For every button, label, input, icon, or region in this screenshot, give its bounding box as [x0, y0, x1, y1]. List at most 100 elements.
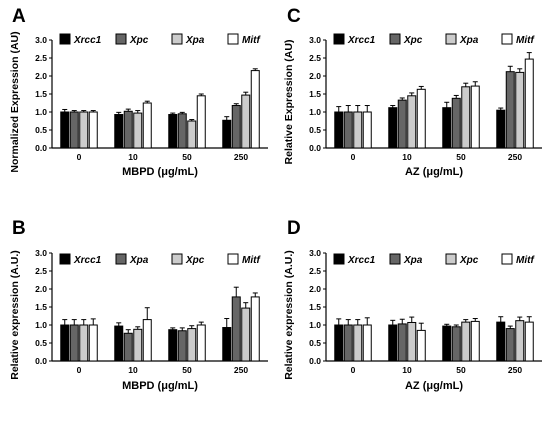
- legend-label-mitf: Mitf: [516, 255, 535, 266]
- y-tick-label: 0.5: [309, 125, 321, 135]
- y-tick-label: 1.0: [35, 107, 47, 117]
- x-tick-label: 250: [234, 365, 248, 375]
- legend-label-xpc: Xpc: [459, 255, 479, 266]
- bar-xpc-0: [353, 324, 363, 362]
- bar-mitf-250: [524, 321, 534, 362]
- legend-swatch-xpc: [171, 253, 183, 265]
- bar-xpc-250: [241, 307, 251, 362]
- y-tick-label: 0.0: [309, 356, 321, 366]
- y-tick-label: 0.5: [309, 338, 321, 348]
- bar-xpa-50: [461, 86, 471, 149]
- bar-mitf-0: [362, 324, 372, 362]
- bar-xpc-50: [187, 328, 197, 362]
- panel-a: A 0.0 0.5 1.0 1.5 2.0 2.5 3.0 Normalized Express…: [9, 6, 268, 178]
- bar-mitf-10: [142, 319, 152, 362]
- bar-xrcc1-10: [114, 325, 124, 362]
- bar-xpa-250: [505, 328, 515, 362]
- panel-letter: D: [287, 218, 301, 239]
- legend-label-mitf: Mitf: [242, 255, 261, 266]
- bar-xpa-10: [123, 332, 133, 362]
- bar-xpc-250: [505, 71, 515, 149]
- legend-label-xpc: Xpc: [403, 35, 423, 46]
- x-axis-label: MBPD (μg/mL): [122, 380, 198, 392]
- bar-xpa-50: [451, 326, 461, 362]
- y-tick-label: 2.5: [35, 53, 47, 63]
- y-tick-label: 1.5: [309, 89, 321, 99]
- legend-label-xrcc1: Xrcc1: [347, 255, 376, 266]
- bar-xrcc1-10: [388, 324, 398, 362]
- y-tick-label: 0.0: [35, 356, 47, 366]
- x-tick-label: 10: [128, 365, 138, 375]
- y-tick-label: 2.0: [309, 284, 321, 294]
- bar-xpa-0: [79, 111, 89, 149]
- legend-swatch-mitf: [227, 33, 239, 45]
- legend-swatch-xpa: [389, 253, 401, 265]
- bar-xpa-250: [231, 296, 241, 362]
- legend-swatch-mitf: [501, 253, 513, 265]
- bar-xpa-50: [177, 330, 187, 362]
- bar-xpa-50: [187, 120, 197, 149]
- y-tick-label: 1.5: [309, 302, 321, 312]
- bar-xpa-10: [397, 323, 407, 362]
- y-axis-label: Relative expression (A.U.): [9, 250, 21, 380]
- legend-label-xpa: Xpa: [459, 35, 479, 46]
- legend-label-xpa: Xpa: [403, 255, 423, 266]
- bar-mitf-0: [88, 111, 98, 149]
- legend-label-xpa: Xpa: [185, 35, 205, 46]
- bar-mitf-10: [416, 88, 426, 149]
- x-axis-label: AZ (μg/mL): [405, 380, 463, 392]
- y-tick-label: 0.0: [309, 143, 321, 153]
- legend-swatch-xpc: [445, 253, 457, 265]
- y-tick-label: 2.0: [35, 284, 47, 294]
- bar-xrcc1-0: [60, 111, 70, 149]
- legend-label-mitf: Mitf: [516, 35, 535, 46]
- x-tick-label: 250: [234, 152, 248, 162]
- legend-label-xrcc1: Xrcc1: [73, 35, 102, 46]
- legend-swatch-mitf: [227, 253, 239, 265]
- x-tick-label: 250: [508, 152, 522, 162]
- y-tick-label: 2.5: [35, 266, 47, 276]
- legend-label-xrcc1: Xrcc1: [347, 35, 376, 46]
- x-tick-label: 50: [456, 365, 466, 375]
- bar-xpc-10: [397, 99, 407, 149]
- y-tick-label: 1.0: [35, 320, 47, 330]
- bar-xrcc1-50: [168, 114, 178, 149]
- bar-xrcc1-10: [114, 114, 124, 149]
- bar-xpa-10: [407, 95, 417, 149]
- bar-xpc-250: [515, 320, 525, 362]
- y-tick-label: 3.0: [35, 35, 47, 45]
- x-tick-label: 50: [182, 365, 192, 375]
- bar-xrcc1-10: [388, 107, 398, 149]
- legend-swatch-mitf: [501, 33, 513, 45]
- bar-xrcc1-50: [442, 325, 452, 362]
- bar-xpc-250: [231, 105, 241, 149]
- bar-xpc-0: [79, 324, 89, 362]
- y-tick-label: 3.0: [309, 35, 321, 45]
- x-tick-label: 50: [456, 152, 466, 162]
- bar-xpc-50: [461, 321, 471, 362]
- panel-d: D 0.0 0.5 1.0 1.5 2.0 2.5 3.0 Relative expressio…: [283, 218, 542, 392]
- x-tick-label: 0: [351, 365, 356, 375]
- legend-swatch-xrcc1: [59, 253, 71, 265]
- x-axis-label: AZ (μg/mL): [405, 166, 463, 178]
- y-tick-label: 1.5: [35, 89, 47, 99]
- y-axis-label: Relative Expression (AU): [283, 40, 295, 165]
- bar-mitf-0: [362, 111, 372, 149]
- y-tick-label: 0.5: [35, 125, 47, 135]
- x-tick-label: 10: [402, 152, 412, 162]
- legend-swatch-xpa: [445, 33, 457, 45]
- legend-label-xpc: Xpc: [129, 35, 149, 46]
- y-tick-label: 2.0: [35, 71, 47, 81]
- panel-c: C 0.0 0.5 1.0 1.5 2.0 2.5 3.0 Relative Expressio…: [283, 6, 542, 178]
- bar-xrcc1-250: [496, 109, 506, 149]
- legend-swatch-xpc: [389, 33, 401, 45]
- legend-label-xpc: Xpc: [185, 255, 205, 266]
- bar-xpa-0: [353, 111, 363, 149]
- bar-xpc-0: [69, 111, 79, 149]
- legend-swatch-xpa: [171, 33, 183, 45]
- bar-xrcc1-0: [334, 111, 344, 149]
- legend-swatch-xrcc1: [333, 253, 345, 265]
- bar-xpc-50: [451, 97, 461, 149]
- bar-mitf-50: [196, 324, 206, 362]
